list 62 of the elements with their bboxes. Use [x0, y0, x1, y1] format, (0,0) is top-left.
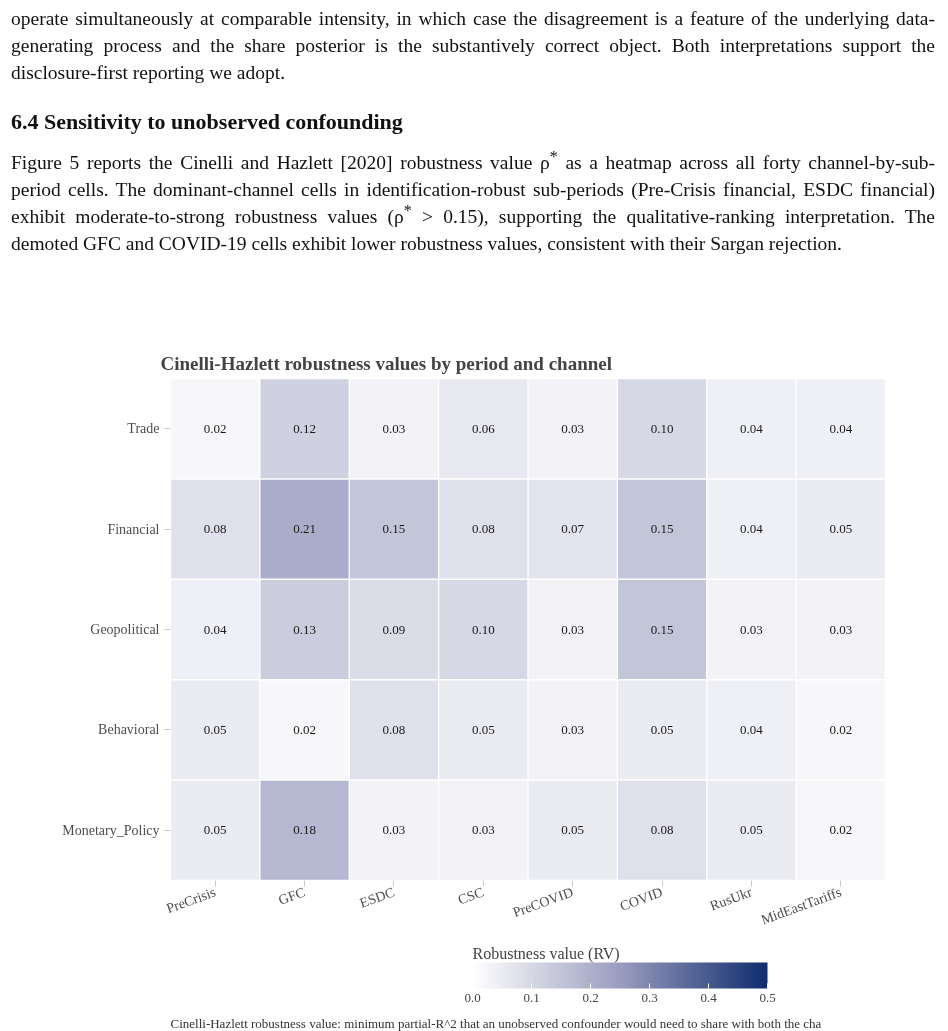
data-label: 0.06 [471, 420, 496, 436]
text: operate simultaneously at comparable intensity, in which case the disagreement is a feature of the underlying data-generating process and the share posterior is the substantively correct object. Both interpretations support the disclosure-first reporting we adopt. [11, 7, 935, 85]
y-tick-label: Monetary_Policy [62, 822, 160, 838]
y-tick-label: Geopolitical [90, 622, 160, 637]
data-label: 0.08 [203, 521, 227, 537]
data-label: 0.02 [829, 822, 853, 838]
data-label: 0.03 [382, 420, 406, 436]
data-label: 0.03 [740, 621, 763, 637]
x-tick-label: RusUkr [707, 884, 755, 914]
chart-title: Cinelli-Hazlett robustness values by period and channel [160, 352, 612, 374]
x-tick-label: COVID [617, 884, 665, 914]
color-bar-label: 0.4 [700, 989, 718, 1005]
caption: Figure 5 reports the Cinelli and Hazlett [2020] robustness value ρ$^{*}$ as a heatmap across all forty channel-by-sub-period cells. The dominant-channel cells in identification-robust sub-periods (Pre-Crisis financial, ESDC financial) exhibit moderate-to-strong robustness values (ρ$^{*}$ > 0.15), supporting the qualitative-ranking interpretation. The demoted GFC and COVID-19 cells exhibit lower robustness values, consistent with their Sargan rejection. [11, 147, 936, 256]
data-label: 0.02 [293, 721, 316, 737]
color-bar-label: 0.0 [464, 989, 481, 1005]
data-label: 0.05 [203, 721, 227, 737]
x-tick-label: ESDC [357, 884, 397, 911]
data-label: 0.08 [650, 822, 674, 838]
data-label: 0.10 [650, 420, 674, 436]
data-label: 0.10 [471, 621, 495, 637]
data-label: 0.04 [203, 621, 228, 637]
data-label: 0.15 [650, 621, 674, 637]
data-label: 0.04 [740, 420, 764, 436]
y-tick-label: Financial [107, 521, 160, 537]
y-tick-label: Trade [127, 421, 160, 437]
data-label: 0.03 [561, 621, 585, 637]
text: Cinelli-Hazlett robustness value: minimum partial-R^2 that an unobserved confounder would need to share with both the cha [170, 1015, 822, 1031]
color-bar-label: 0.5 [759, 989, 776, 1005]
color-bar-label: 0.1 [523, 989, 540, 1005]
data-label: 0.05 [740, 822, 763, 838]
data-label: 0.05 [471, 721, 495, 737]
data-label: 0.13 [293, 621, 316, 637]
color-bar-title: Robustness value (RV) [472, 944, 620, 963]
data-label: 0.05 [650, 721, 674, 737]
color-bar-label: 0.3 [641, 989, 658, 1005]
data-label: 0.21 [293, 521, 316, 537]
data-label: 0.07 [561, 521, 585, 537]
data-label: 0.05 [829, 521, 853, 537]
data-label: 0.08 [382, 721, 406, 737]
data-label: 0.03 [829, 621, 853, 637]
y-tick-label: Behavioral [98, 722, 160, 738]
data-label: 0.09 [382, 621, 406, 637]
data-label: 0.15 [650, 521, 674, 537]
data-label: 0.03 [561, 420, 585, 436]
data-label: 0.03 [561, 721, 585, 737]
data-label: 0.18 [293, 822, 316, 838]
data-label: 0.03 [382, 822, 406, 838]
data-label: 0.05 [203, 822, 227, 838]
data-label: 0.08 [471, 521, 495, 537]
data-label: 0.02 [829, 721, 853, 737]
x-tick-label: GFC [276, 884, 308, 908]
data-label: 0.15 [382, 521, 406, 537]
text: 6.4 Sensitivity to unobserved confounding [11, 108, 404, 135]
data-label: 0.04 [829, 420, 853, 436]
data-label: 0.02 [203, 420, 227, 436]
color-bar-label: 0.2 [582, 989, 599, 1005]
data-label: 0.05 [561, 822, 585, 838]
data-label: 0.04 [740, 721, 764, 737]
x-tick-label: CSC [455, 884, 486, 908]
data-label: 0.04 [740, 521, 764, 537]
data-label: 0.12 [293, 420, 316, 436]
data-label: 0.03 [471, 822, 495, 838]
